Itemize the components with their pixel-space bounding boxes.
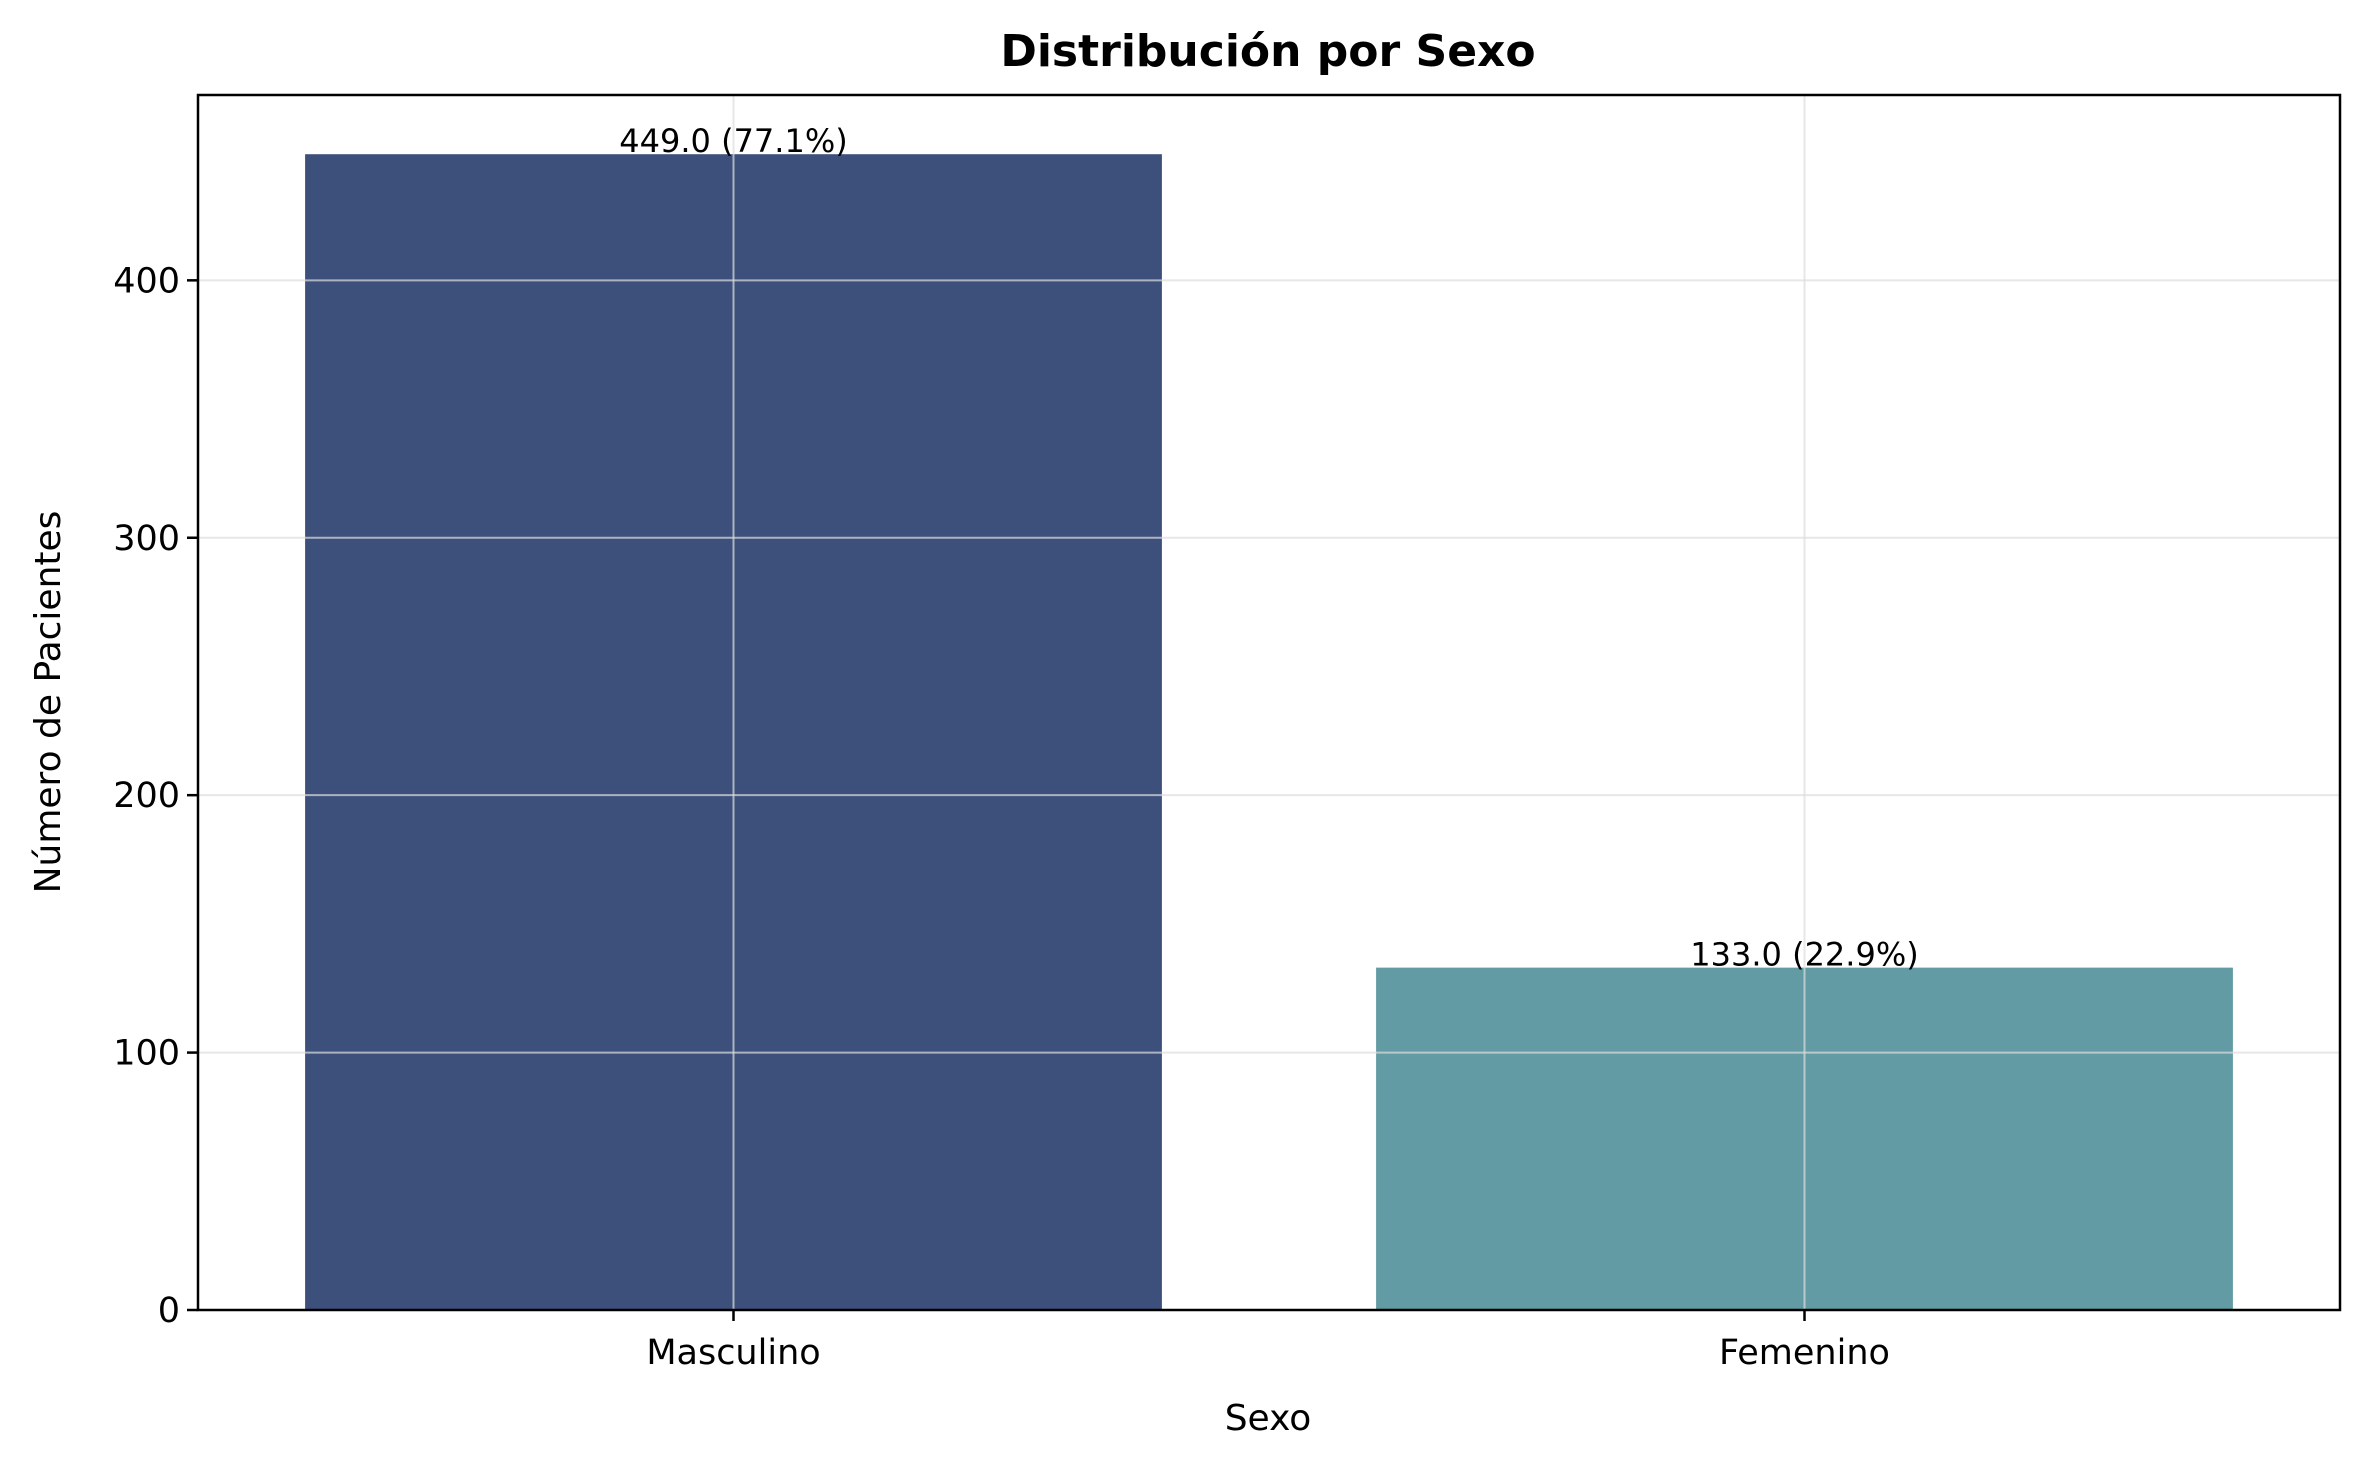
x-tick-label-femenino: Femenino bbox=[1719, 1333, 1890, 1373]
plot-area: 0 100 200 300 400 Masculino Femenino 449.0 (77.… bbox=[113, 93, 2342, 1373]
data-label-femenino: 133.0 (22.9%) bbox=[1690, 936, 1918, 974]
y-tick-label-400: 400 bbox=[113, 261, 180, 301]
y-axis-label: Número de Pacientes bbox=[28, 511, 69, 894]
x-axis-label: Sexo bbox=[1225, 1398, 1312, 1439]
y-tick-label-300: 300 bbox=[113, 519, 180, 559]
y-tick-label-100: 100 bbox=[113, 1034, 180, 1074]
y-tick-label-0: 0 bbox=[158, 1291, 180, 1331]
y-tick-label-200: 200 bbox=[113, 776, 180, 816]
chart-title: Distribución por Sexo bbox=[1000, 26, 1535, 77]
plot-frame bbox=[196, 93, 2342, 1312]
data-label-masculino: 449.0 (77.1%) bbox=[619, 122, 847, 160]
x-tick-label-masculino: Masculino bbox=[646, 1333, 820, 1373]
